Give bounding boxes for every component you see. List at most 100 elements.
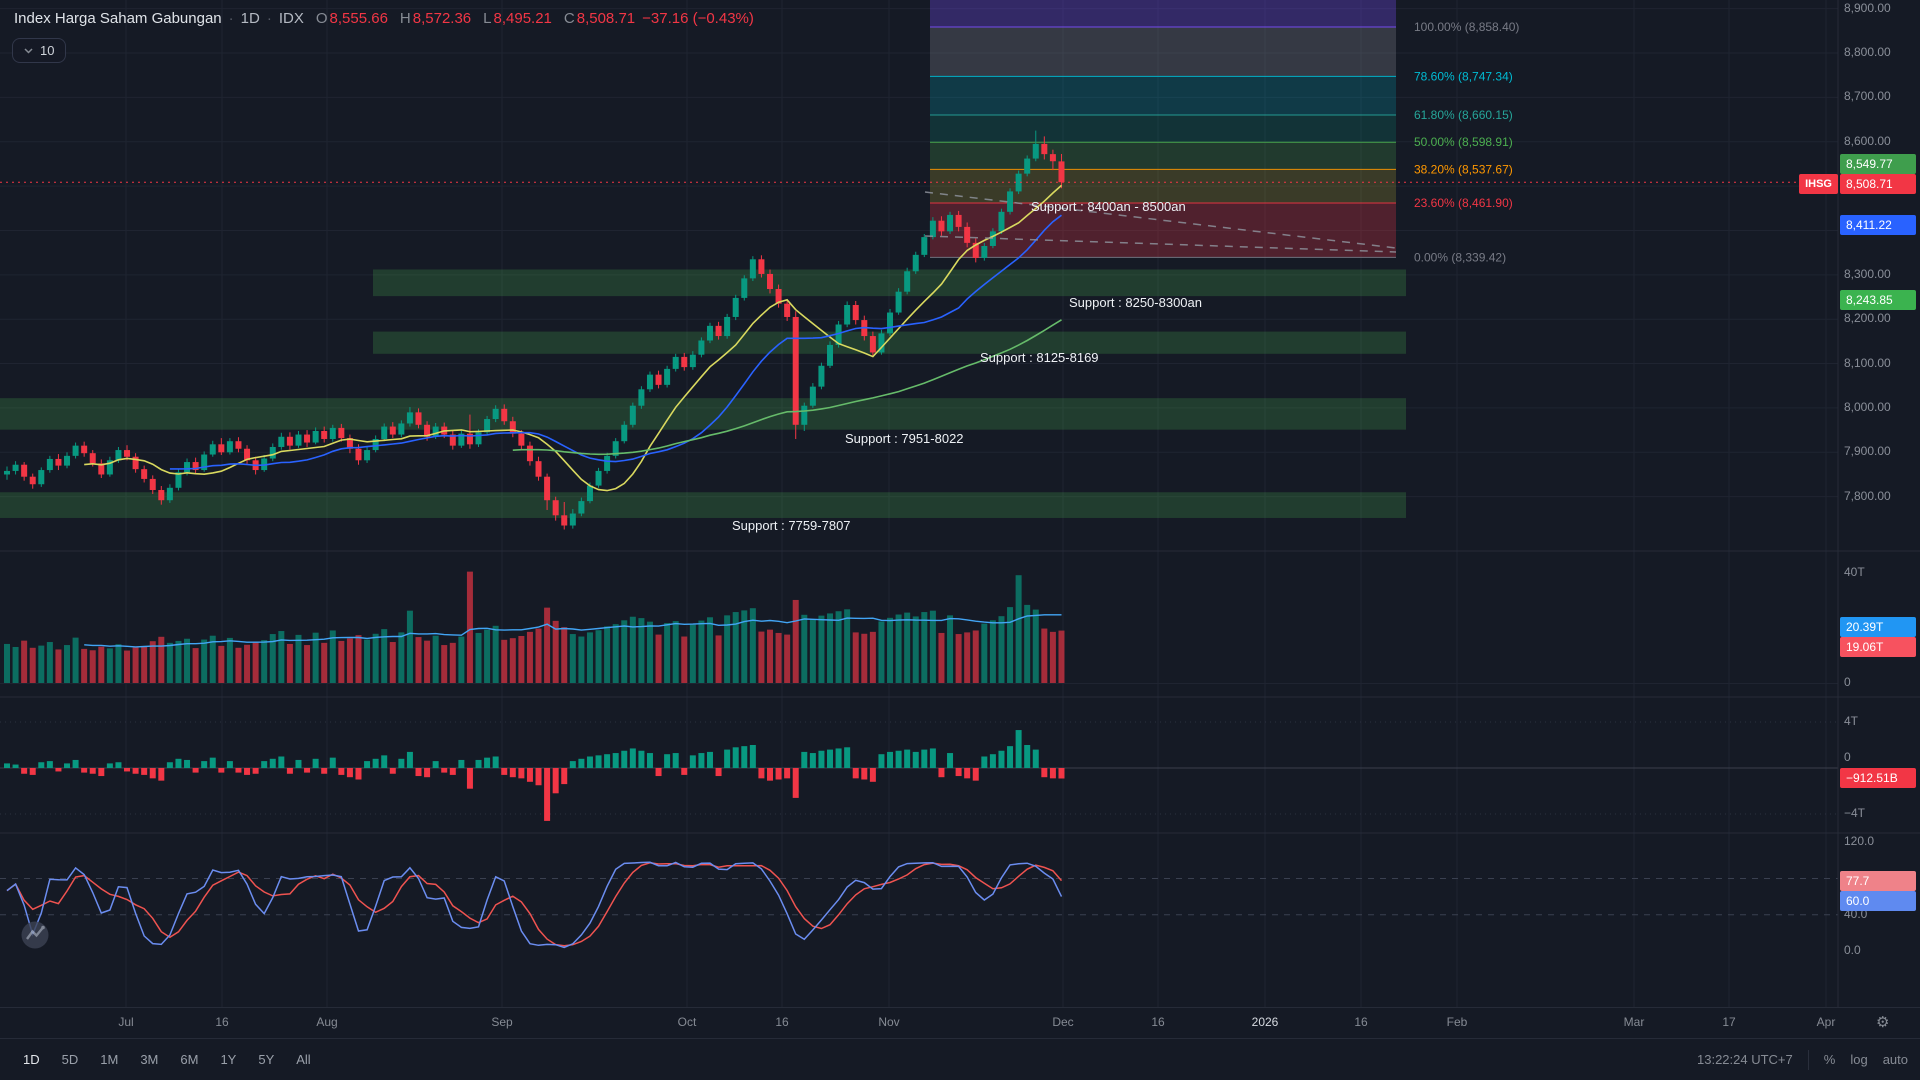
timeframe-1m-button[interactable]: 1M bbox=[100, 1052, 119, 1067]
timeframe-5d-button[interactable]: 5D bbox=[61, 1052, 79, 1067]
volume-bar bbox=[706, 617, 713, 683]
low-label: L bbox=[483, 10, 492, 27]
symbol-title[interactable]: Index Harga Saham Gabungan bbox=[14, 10, 222, 27]
volume-bar bbox=[827, 613, 834, 683]
volume-bar bbox=[852, 632, 859, 683]
volume-bar bbox=[355, 635, 362, 683]
volume-bar bbox=[209, 635, 216, 683]
delta-bar bbox=[1032, 749, 1039, 768]
volume-bar bbox=[964, 632, 971, 683]
volume-bar bbox=[981, 623, 988, 683]
delta-bar bbox=[166, 762, 173, 768]
delta-bar bbox=[278, 756, 285, 768]
volume-bar bbox=[578, 636, 585, 683]
delta-bar bbox=[364, 761, 371, 768]
volume-bar bbox=[1041, 628, 1048, 683]
exchange-label[interactable]: IDX bbox=[278, 10, 304, 27]
chart-canvas[interactable]: 100.00% (8,858.40) 78.60% (8,747.34) 61.80… bbox=[0, 0, 1920, 1007]
delta-bar bbox=[784, 768, 791, 779]
delta-bar bbox=[1058, 768, 1065, 779]
delta-bar bbox=[218, 768, 225, 773]
fib-level-label: 38.20% (8,537.67) bbox=[1414, 162, 1513, 176]
volume-bar bbox=[321, 642, 328, 683]
candle-body bbox=[629, 405, 636, 425]
candle-body bbox=[226, 441, 233, 453]
time-axis-label: Sep bbox=[491, 1015, 513, 1029]
candle-body bbox=[749, 259, 756, 279]
candle-body bbox=[1007, 191, 1014, 212]
candle-body bbox=[998, 211, 1005, 232]
timeframe-5y-button[interactable]: 5Y bbox=[258, 1052, 275, 1067]
timeframe-6m-button[interactable]: 6M bbox=[180, 1052, 199, 1067]
log-scale-button[interactable]: log bbox=[1850, 1052, 1868, 1067]
candle-body bbox=[732, 297, 739, 317]
tradingview-logo[interactable] bbox=[18, 918, 52, 952]
candle-body bbox=[818, 365, 825, 387]
candle-body bbox=[929, 220, 936, 238]
percent-scale-button[interactable]: % bbox=[1823, 1052, 1836, 1067]
candle-body bbox=[21, 464, 28, 477]
volume-bar bbox=[904, 612, 911, 683]
trendline-dashed bbox=[924, 235, 1397, 253]
auto-scale-button[interactable]: auto bbox=[1882, 1052, 1908, 1067]
delta-bar bbox=[355, 768, 362, 780]
ma-mid-line bbox=[169, 214, 1062, 470]
separator-dot: · bbox=[228, 10, 234, 27]
indicators-collapsed-pill[interactable]: 10 bbox=[12, 38, 67, 63]
time-axis-label: Dec bbox=[1052, 1015, 1074, 1029]
fib-band bbox=[930, 27, 1396, 77]
delta-bar bbox=[827, 749, 834, 768]
candle-body bbox=[218, 444, 225, 453]
volume-bar bbox=[226, 637, 233, 683]
timeframe-all-button[interactable]: All bbox=[296, 1052, 311, 1067]
candle-body bbox=[689, 354, 696, 368]
volume-bar bbox=[646, 621, 653, 683]
candle-body bbox=[561, 515, 568, 526]
volume-bar bbox=[141, 646, 148, 683]
candle-body bbox=[458, 433, 465, 446]
volume-bar bbox=[895, 614, 902, 683]
fib-band bbox=[930, 142, 1396, 170]
volume-bar bbox=[561, 627, 568, 683]
volume-bar bbox=[484, 629, 491, 683]
candle-body bbox=[715, 325, 722, 337]
symbol-legend[interactable]: Index Harga Saham Gabungan · 1D · IDX O … bbox=[14, 10, 754, 27]
volume-bar bbox=[749, 608, 756, 683]
delta-bar bbox=[724, 749, 731, 768]
candle-body bbox=[621, 424, 628, 442]
volume-bar bbox=[449, 642, 456, 683]
volume-bar bbox=[921, 612, 928, 683]
timeframe-1y-button[interactable]: 1Y bbox=[220, 1052, 237, 1067]
time-axis[interactable]: ⚙ Jul 16 Aug Sep Oct 16 Nov Dec 16 2026 16 Feb Mar 17… bbox=[0, 1007, 1920, 1039]
volume-bar bbox=[278, 631, 285, 683]
volume-bar bbox=[398, 632, 405, 683]
volume-bar bbox=[166, 642, 173, 683]
volume-bar bbox=[1032, 609, 1039, 683]
delta-bar bbox=[295, 759, 302, 768]
volume-bar bbox=[681, 636, 688, 683]
delta-bar bbox=[38, 762, 45, 768]
candle-body bbox=[964, 226, 971, 243]
volume-bar bbox=[664, 623, 671, 683]
delta-bar bbox=[706, 751, 713, 768]
delta-bar bbox=[629, 748, 636, 768]
candle-body bbox=[492, 408, 499, 420]
timeframe-label[interactable]: 1D bbox=[240, 10, 260, 27]
candle-body bbox=[484, 419, 491, 433]
volume-bar bbox=[252, 642, 259, 683]
delta-bar bbox=[4, 763, 10, 768]
delta-bar bbox=[861, 768, 868, 780]
candle-body bbox=[72, 445, 79, 456]
candle-body bbox=[766, 273, 773, 290]
candle-body bbox=[415, 412, 422, 425]
delta-bar bbox=[184, 759, 191, 768]
volume-bar bbox=[55, 649, 62, 683]
candle-body bbox=[124, 450, 131, 457]
axis-settings-gear-icon[interactable]: ⚙ bbox=[1876, 1014, 1890, 1031]
clock[interactable]: 13:22:24 UTC+7 bbox=[1697, 1052, 1793, 1067]
candle-body bbox=[46, 458, 53, 471]
timeframe-1d-button[interactable]: 1D bbox=[23, 1052, 40, 1067]
timeframe-3m-button[interactable]: 3M bbox=[140, 1052, 159, 1067]
bottom-toolbar: 1D 5D 1M 3M 6M 1Y 5Y All 13:22:24 UTC+7 % log a… bbox=[0, 1038, 1920, 1080]
volume-bar bbox=[124, 650, 131, 683]
